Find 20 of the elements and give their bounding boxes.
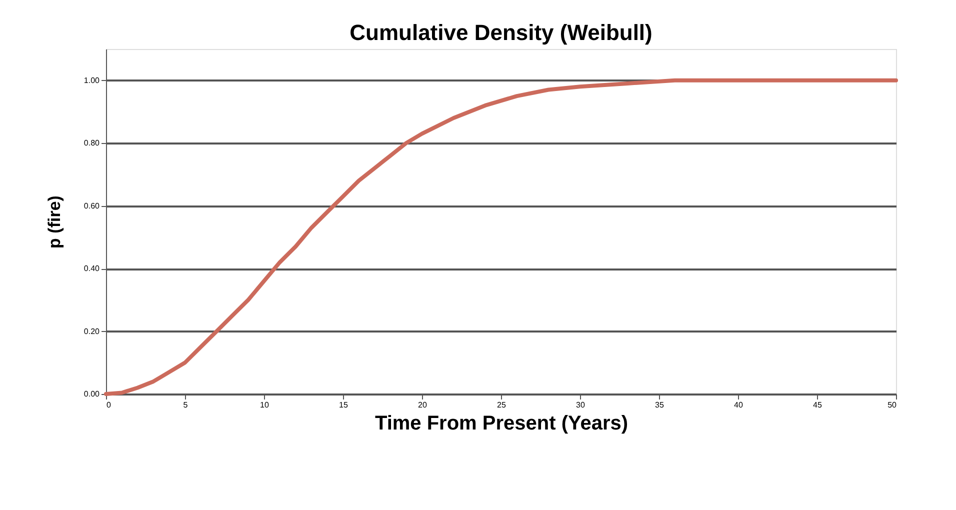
x-tick-label: 5 — [183, 400, 188, 410]
x-tick-label: 45 — [813, 400, 822, 410]
x-axis-title: Time From Present (Years) — [374, 412, 628, 434]
y-tick-label: 0.20 — [84, 326, 100, 336]
y-tick-label: 0.60 — [84, 201, 100, 210]
x-tick-label: 15 — [339, 400, 348, 410]
chart-title: Cumulative Density (Weibull) — [350, 20, 652, 45]
y-tick-label: 0.40 — [84, 264, 100, 274]
x-tick-label: 50 — [888, 400, 898, 410]
y-tick-label: 0.80 — [84, 138, 100, 148]
x-tick-label: 40 — [734, 400, 744, 410]
y-tick-label: 1.00 — [84, 76, 100, 85]
x-tick-label: 35 — [655, 400, 664, 410]
x-tick-label: 20 — [418, 400, 428, 410]
x-tick-label: 30 — [576, 400, 586, 410]
x-tick-label: 25 — [497, 400, 506, 410]
x-tick-label: 0 — [106, 400, 112, 410]
y-axis-title: p (fire) — [44, 196, 64, 248]
y-tick-label: 0.00 — [84, 390, 100, 398]
x-tick-label: 10 — [260, 400, 270, 410]
